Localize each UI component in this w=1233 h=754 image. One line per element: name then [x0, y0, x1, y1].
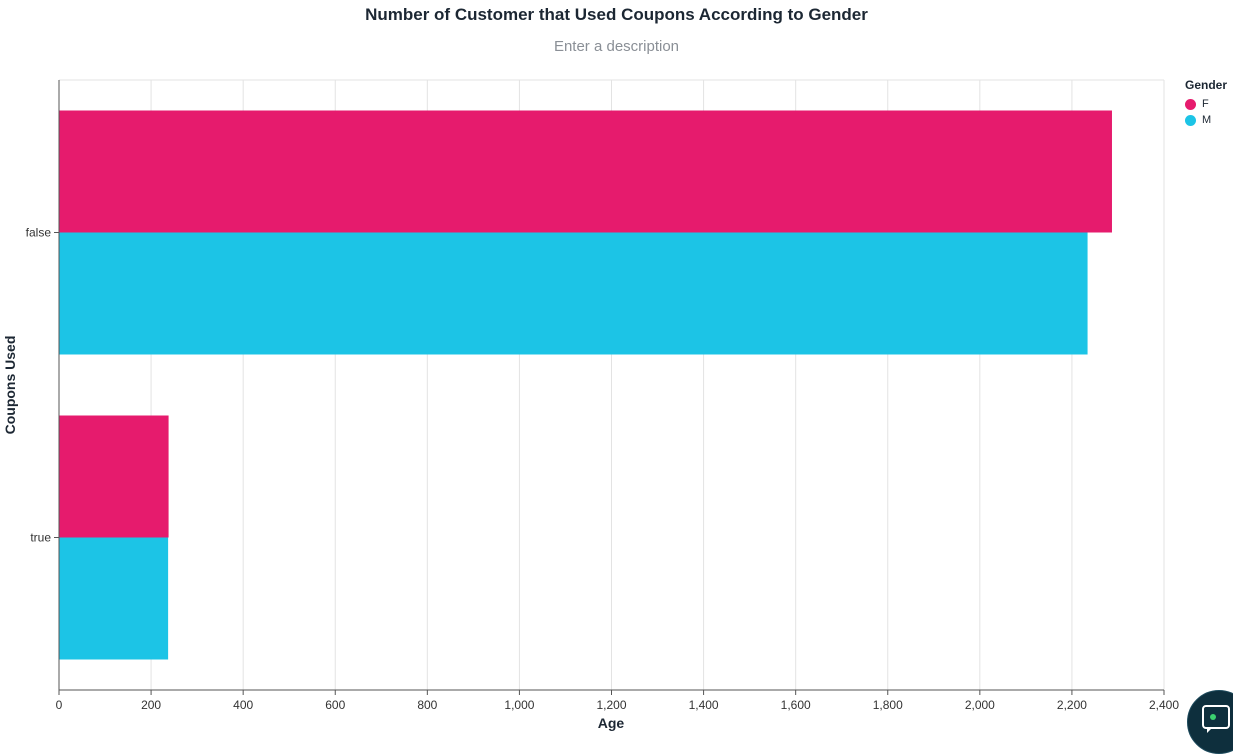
bar-false-m[interactable] — [59, 232, 1088, 355]
legend-item-m[interactable]: M — [1185, 112, 1227, 128]
chat-icon — [1202, 705, 1230, 733]
x-tick-label: 600 — [325, 698, 345, 712]
legend-label-f: F — [1202, 98, 1209, 110]
axes: 0 200 400 600 800 1,000 1,200 1,400 1,600 1,800 2,… — [26, 80, 1179, 712]
bar-true-f[interactable] — [59, 415, 169, 538]
legend: Gender F M — [1185, 78, 1227, 128]
x-tick-label: 1,200 — [596, 698, 626, 712]
x-tick-label: 2,000 — [965, 698, 995, 712]
x-tick-label: 1,400 — [689, 698, 719, 712]
legend-swatch-f — [1185, 98, 1196, 110]
x-tick-label: 800 — [417, 698, 437, 712]
x-tick-label: 1,800 — [873, 698, 903, 712]
x-tick-label: 200 — [141, 698, 161, 712]
y-tick-label: false — [26, 226, 52, 240]
bar-false-f[interactable] — [59, 110, 1112, 233]
chart-title: Number of Customer that Used Coupons Acc… — [365, 5, 868, 24]
x-tick-label: 2,200 — [1057, 698, 1087, 712]
x-tick-label: 0 — [56, 698, 63, 712]
legend-swatch-m — [1185, 114, 1196, 126]
bar-true-m[interactable] — [59, 537, 169, 660]
y-tick-label: true — [30, 531, 51, 545]
chart-subtitle[interactable]: Enter a description — [553, 38, 680, 55]
x-tick-label: 1,600 — [781, 698, 811, 712]
chat-status-dot — [1210, 714, 1216, 720]
x-tick-label: 1,000 — [504, 698, 534, 712]
y-axis-label: Coupons Used — [2, 336, 18, 435]
legend-title: Gender — [1185, 78, 1228, 92]
legend-item-f[interactable]: F — [1185, 96, 1227, 112]
x-tick-label: 400 — [233, 698, 253, 712]
x-tick-label: 2,400 — [1149, 698, 1179, 712]
bars — [59, 110, 1112, 660]
x-axis-label: Age — [598, 715, 625, 731]
bar-chart: 0 200 400 600 800 1,000 1,200 1,400 1,600 1,800 2,… — [2, 79, 1179, 731]
legend-label-m: M — [1202, 114, 1212, 126]
